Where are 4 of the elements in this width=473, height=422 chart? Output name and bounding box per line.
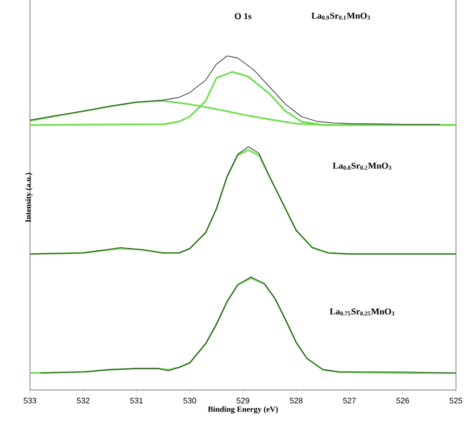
text: La$_{0.9}$Sr$_{0.1}$MnO$_{3}$ bbox=[311, 12, 370, 20]
text: O 1s bbox=[234, 13, 252, 20]
annotation: La$_{0.8}$Sr$_{0.2}$MnO$_{3}$ bbox=[332, 162, 392, 170]
annotation: La$_{0.75}$Sr$_{0.25}$MnO$_{3}$ bbox=[330, 308, 394, 316]
